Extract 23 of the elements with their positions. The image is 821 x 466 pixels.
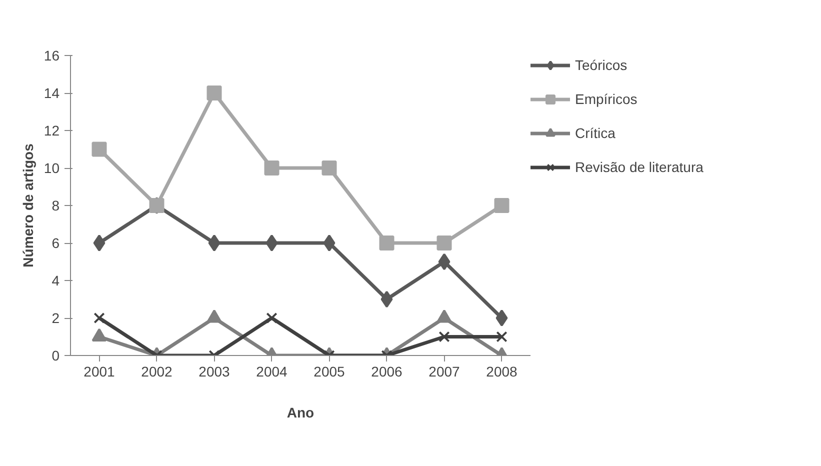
y-tick-label: 14 <box>44 85 60 101</box>
x-tick-label: 2001 <box>84 364 116 380</box>
x-tick-label: 2003 <box>198 364 230 380</box>
y-axis-title: Número de artigos <box>20 143 36 268</box>
x-tick-label: 2006 <box>371 364 403 380</box>
x-tick-label: 2008 <box>486 364 518 380</box>
y-tick-label: 0 <box>52 348 60 364</box>
legend-label: Teóricos <box>575 57 628 73</box>
y-tick-label: 12 <box>44 122 60 138</box>
y-tick-label: 16 <box>44 48 60 64</box>
legend-label: Empíricos <box>575 91 638 107</box>
y-tick-label: 4 <box>52 272 60 288</box>
x-tick-label: 2005 <box>314 364 346 380</box>
y-tick-label: 10 <box>44 160 60 176</box>
y-tick-label: 6 <box>52 235 60 251</box>
legend-label: Crítica <box>575 125 616 141</box>
x-tick-label: 2004 <box>256 364 288 380</box>
x-tick-label: 2007 <box>428 364 460 380</box>
legend-label: Revisão de literatura <box>575 159 704 175</box>
x-axis-title: Ano <box>286 404 314 420</box>
y-tick-label: 2 <box>52 310 60 326</box>
x-tick-label: 2002 <box>141 364 173 380</box>
y-tick-label: 8 <box>52 198 60 214</box>
